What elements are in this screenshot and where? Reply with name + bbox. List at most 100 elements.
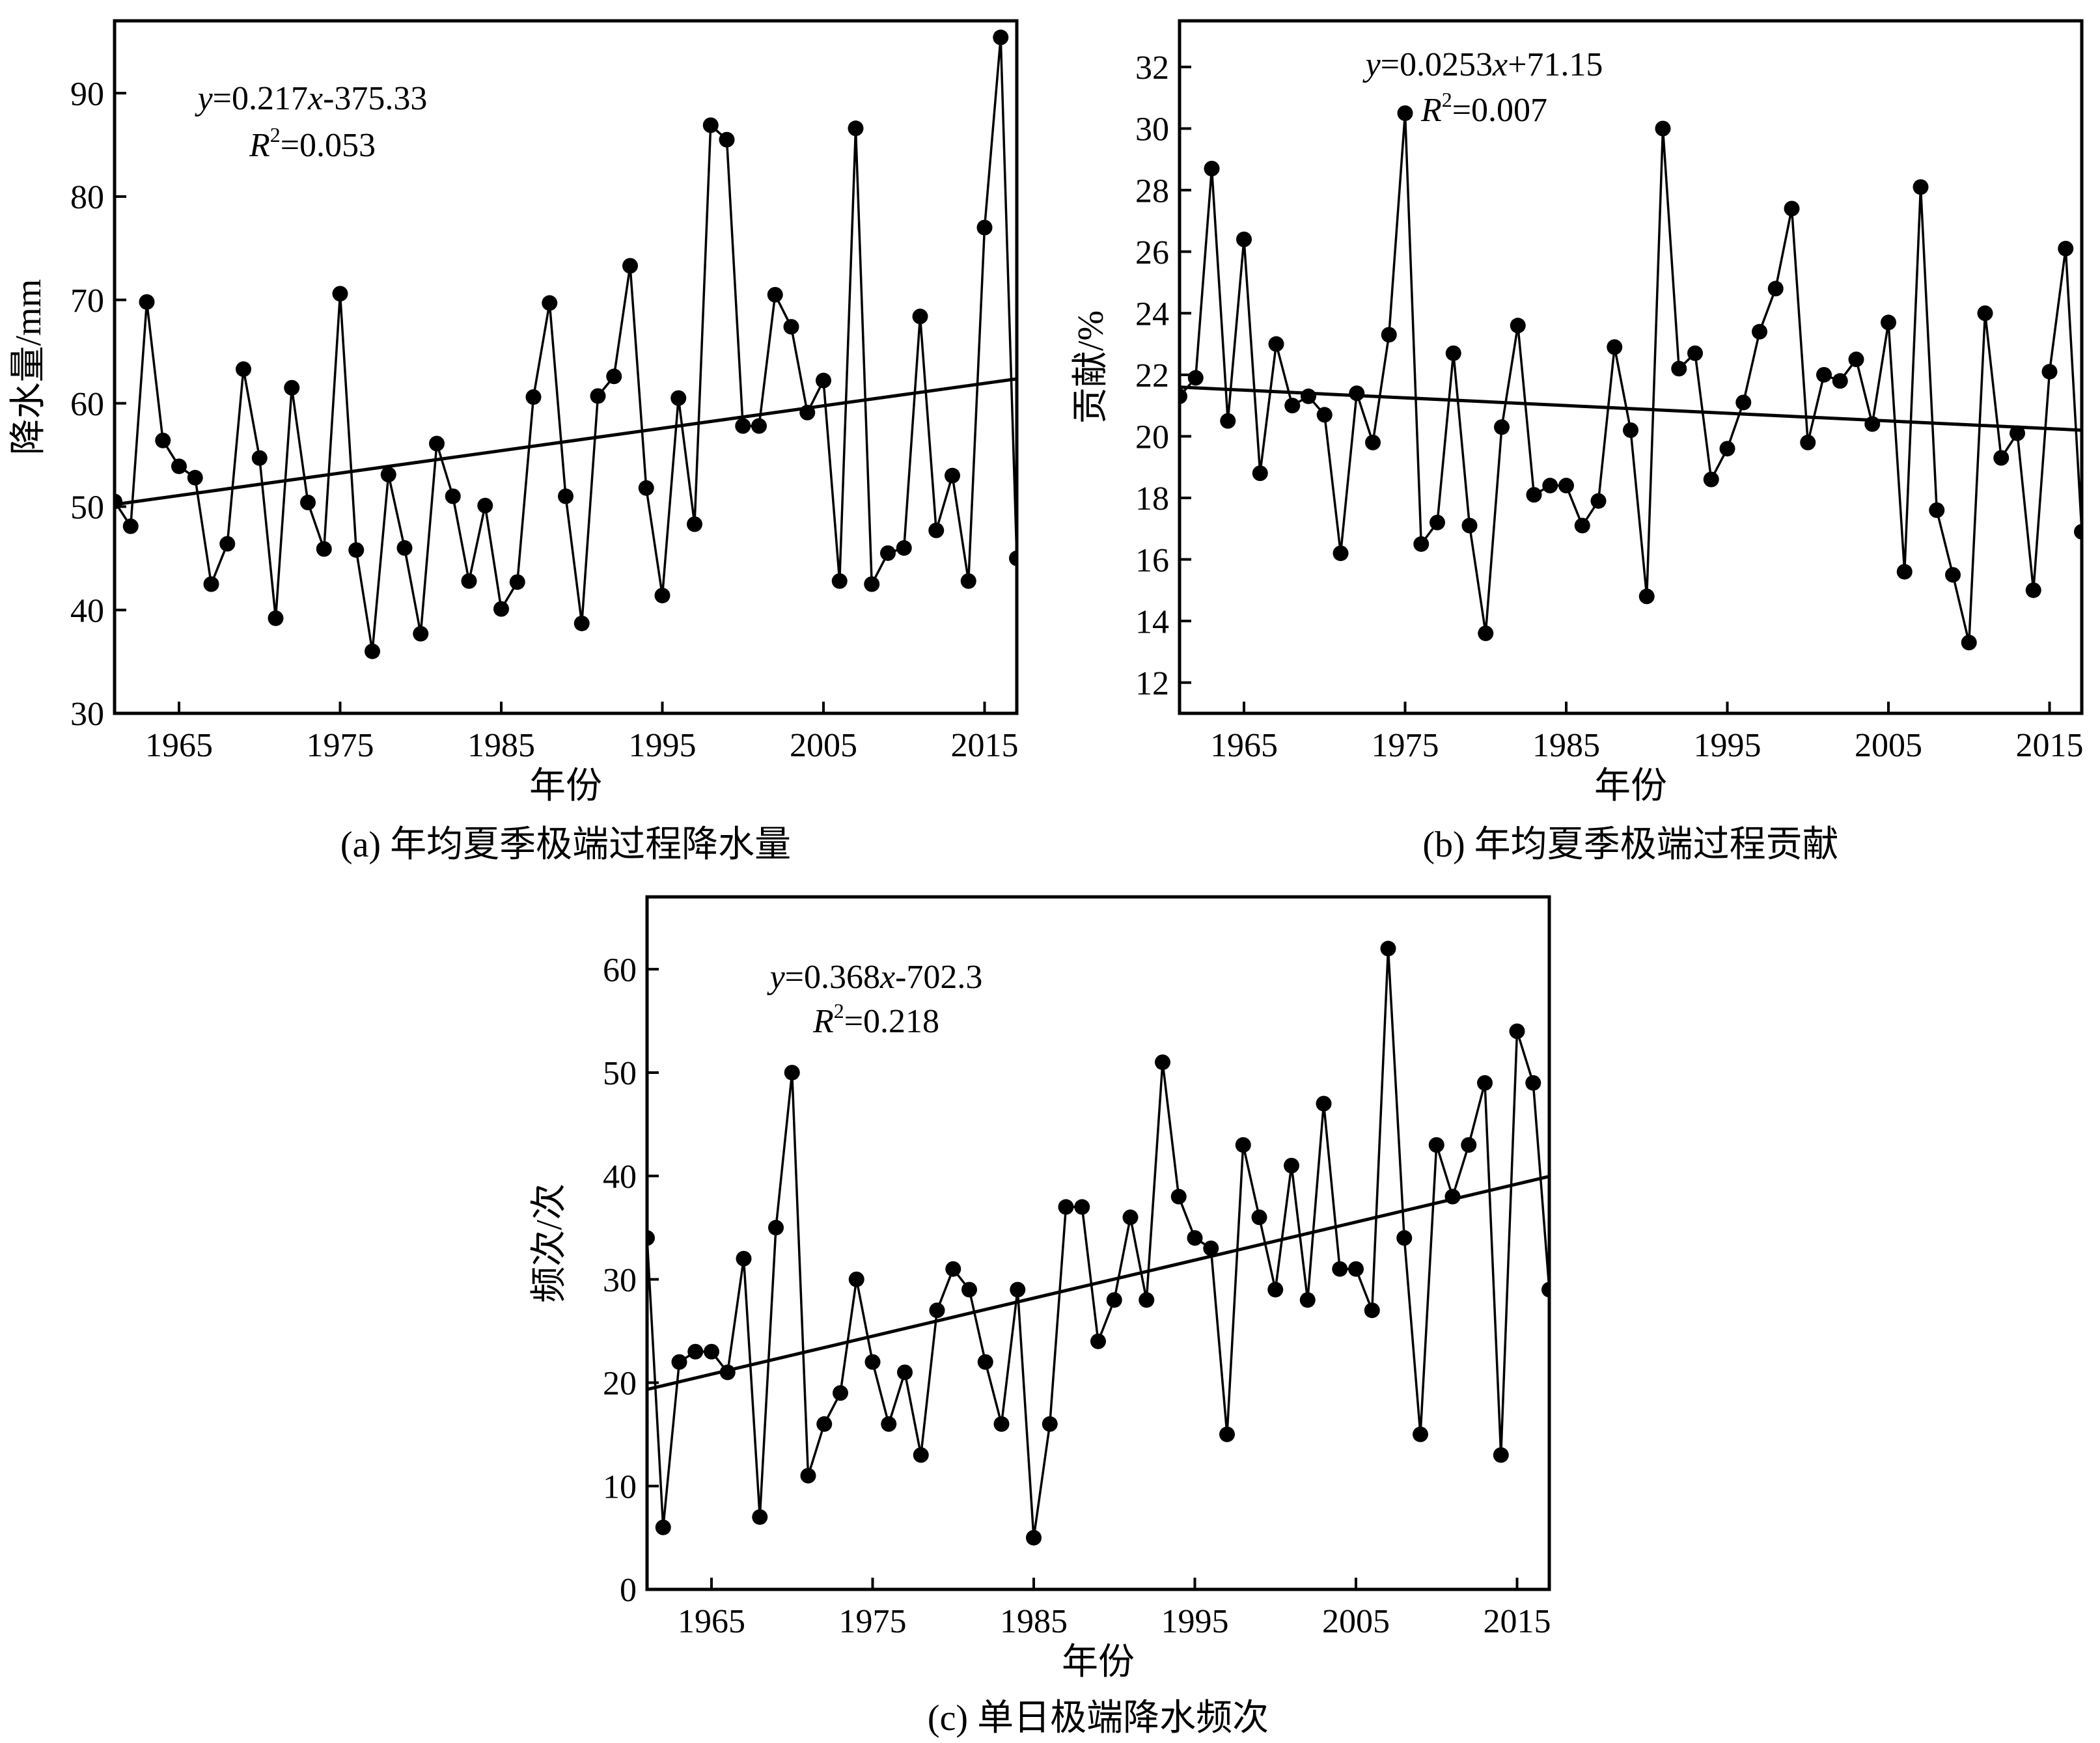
data-point	[767, 286, 783, 303]
y-tick-label: 20	[603, 1366, 637, 1403]
data-point	[187, 469, 203, 486]
data-point	[1477, 1075, 1493, 1091]
data-point	[445, 488, 461, 504]
panel-caption: (a) 年均夏季极端过程降水量	[340, 825, 791, 865]
data-point	[622, 258, 638, 274]
data-point	[1493, 1447, 1509, 1463]
data-point	[1396, 1230, 1413, 1246]
data-point	[960, 573, 976, 589]
r-squared: R2=0.007	[1420, 88, 1547, 129]
x-tick-label: 1985	[467, 727, 535, 764]
data-point	[203, 576, 219, 592]
x-tick-label: 1995	[1161, 1603, 1229, 1640]
y-tick-label: 20	[1135, 419, 1169, 456]
data-point	[1380, 940, 1396, 957]
y-tick-label: 16	[1135, 542, 1169, 579]
y-tick-label: 60	[603, 952, 637, 989]
data-point	[1719, 441, 1735, 457]
data-point	[654, 587, 670, 603]
data-point	[816, 1416, 833, 1432]
data-point	[1461, 517, 1478, 534]
data-point	[380, 467, 396, 483]
data-point	[542, 295, 558, 311]
y-tick-label: 30	[1135, 111, 1169, 148]
y-tick-label: 28	[1135, 172, 1169, 210]
data-point	[268, 610, 284, 626]
x-tick-label: 1975	[839, 1603, 907, 1640]
data-point	[1832, 373, 1848, 389]
y-tick-label: 30	[603, 1262, 637, 1299]
data-point	[719, 131, 735, 148]
data-point	[348, 542, 365, 558]
x-tick-label: 1985	[1000, 1603, 1068, 1640]
data-point	[1397, 105, 1413, 121]
panel-caption: (b) 年均夏季极端过程贡献	[1422, 825, 1838, 865]
x-tick-label: 2015	[1484, 1603, 1551, 1640]
data-point	[1478, 625, 1494, 642]
data-point	[1413, 536, 1430, 552]
data-point	[573, 615, 590, 631]
y-tick-label: 0	[620, 1572, 637, 1609]
data-point	[1413, 1426, 1428, 1442]
data-point	[928, 522, 945, 538]
data-point	[509, 574, 525, 590]
data-point	[1268, 336, 1284, 352]
data-point	[2010, 425, 2025, 441]
data-point	[799, 404, 816, 420]
data-point	[1284, 1157, 1299, 1173]
data-point	[1767, 281, 1784, 297]
data-point	[816, 372, 831, 389]
y-tick-label: 14	[1135, 603, 1169, 640]
data-point	[647, 1230, 655, 1246]
data-point	[1993, 450, 2010, 466]
data-point	[1510, 318, 1526, 334]
y-ticks: 30 40 50 60 70 80 90	[70, 75, 126, 733]
data-point	[1945, 567, 1961, 583]
data-point	[993, 29, 1009, 46]
data-point	[864, 1354, 881, 1370]
regression-equation: y=0.368x-702.3	[767, 959, 983, 996]
data-point	[171, 458, 187, 474]
data-point	[736, 1250, 752, 1267]
data-point	[1058, 1199, 1074, 1215]
data-point	[881, 1416, 897, 1432]
data-point	[251, 450, 268, 466]
data-point	[2074, 523, 2082, 540]
data-point	[1752, 323, 1767, 340]
r-squared: R2=0.218	[812, 999, 939, 1040]
data-point	[396, 540, 413, 556]
x-tick-label: 1965	[678, 1603, 745, 1640]
x-tick-label: 1965	[1210, 727, 1278, 764]
y-tick-label: 60	[70, 386, 104, 423]
data-point	[671, 1354, 687, 1370]
y-tick-label: 40	[70, 592, 104, 629]
x-ticks: 1965 1975 1985 1995 2005 2015	[145, 702, 1019, 764]
x-tick-label: 1965	[145, 727, 213, 764]
data-point	[1170, 1188, 1187, 1205]
panel-b: 12 14 16 18 20 22 24 26 28 30 32 1965 1975 1985 1995 2…	[1071, 19, 2084, 865]
data-point	[976, 219, 993, 236]
data-point	[1864, 416, 1881, 432]
data-point	[1219, 1426, 1235, 1442]
y-tick-label: 50	[603, 1055, 637, 1092]
data-point	[1623, 422, 1638, 438]
data-point	[590, 388, 606, 404]
data-points	[647, 940, 1549, 1546]
data-point	[1784, 200, 1800, 217]
panel-caption: (c) 单日极端降水频次	[928, 1698, 1269, 1738]
data-point	[1301, 388, 1316, 404]
data-point	[1267, 1282, 1284, 1298]
y-axis-label: 频次/次	[529, 1183, 570, 1303]
data-point	[1074, 1199, 1090, 1215]
data-points	[115, 29, 1017, 659]
x-tick-label: 2005	[1855, 727, 1922, 764]
data-point	[1509, 1023, 1525, 1039]
y-tick-label: 40	[603, 1159, 637, 1196]
y-tick-label: 50	[70, 489, 104, 527]
x-ticks: 1965 1975 1985 1995 2005 2015	[678, 1578, 1551, 1640]
data-point	[1848, 351, 1864, 368]
data-point	[1525, 1075, 1541, 1091]
data-point	[993, 1416, 1010, 1432]
y-ticks: 0 10 20 30 40 50 60	[603, 952, 659, 1609]
x-axis-label: 年份	[1062, 1642, 1135, 1682]
